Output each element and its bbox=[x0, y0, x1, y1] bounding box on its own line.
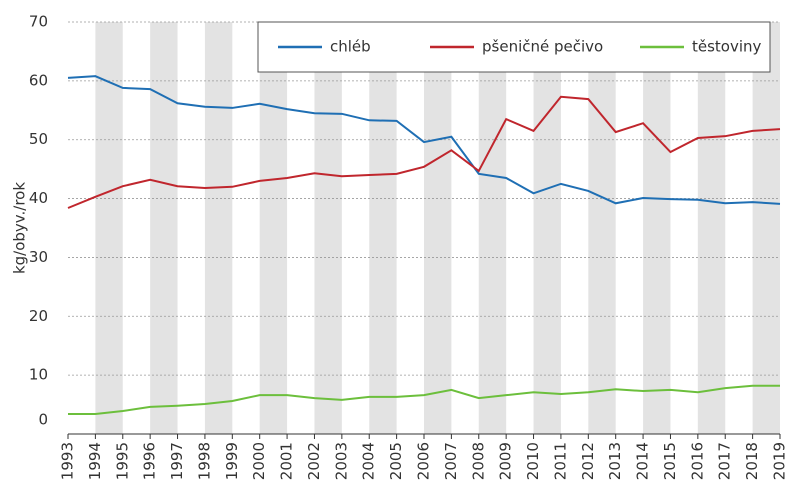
x-tick-label: 2009 bbox=[497, 442, 515, 480]
y-tick-label: 30 bbox=[29, 248, 48, 266]
legend-label: těstoviny bbox=[692, 38, 762, 56]
x-tick-label: 2005 bbox=[387, 442, 405, 480]
y-tick-label: 10 bbox=[29, 366, 48, 384]
x-tick-label: 2016 bbox=[688, 442, 706, 480]
x-tick-label: 2001 bbox=[278, 442, 296, 480]
x-tick-label: 2019 bbox=[771, 442, 785, 480]
y-tick-label: 40 bbox=[29, 189, 48, 207]
series-line bbox=[67, 75, 781, 205]
legend-box bbox=[257, 21, 771, 73]
series-line bbox=[68, 384, 780, 415]
x-tick-label: 2018 bbox=[743, 442, 761, 480]
band bbox=[533, 22, 561, 434]
x-tick-label: 2002 bbox=[305, 442, 323, 480]
band bbox=[752, 22, 780, 434]
x-tick-label: 2012 bbox=[579, 442, 597, 480]
x-tick-label: 2004 bbox=[360, 442, 378, 480]
x-tick-label: 2003 bbox=[332, 442, 350, 480]
y-tick-label: 50 bbox=[29, 130, 48, 148]
x-tick-label: 2006 bbox=[415, 442, 433, 480]
x-tick-label: 1998 bbox=[195, 442, 213, 480]
x-tick-label: 1994 bbox=[86, 442, 104, 480]
legend-label: chléb bbox=[330, 38, 371, 56]
x-tick-label: 1993 bbox=[59, 442, 77, 480]
x-tick-label: 2014 bbox=[634, 442, 652, 480]
y-tick-label: 20 bbox=[29, 307, 48, 325]
y-tick-label: 70 bbox=[29, 13, 48, 31]
band bbox=[643, 22, 671, 434]
y-tick-label: 0 bbox=[38, 411, 48, 429]
band bbox=[204, 22, 233, 434]
legend-label: pšeničné pečivo bbox=[482, 38, 603, 56]
x-tick-label: 2000 bbox=[250, 442, 268, 480]
x-tick-label: 1999 bbox=[223, 442, 241, 480]
band bbox=[424, 22, 452, 434]
series-line bbox=[67, 95, 781, 209]
band bbox=[314, 22, 342, 434]
x-tick-label: 1997 bbox=[168, 442, 186, 480]
band bbox=[697, 22, 726, 434]
y-tick-label: 60 bbox=[29, 71, 48, 89]
band bbox=[478, 22, 507, 434]
x-tick-label: 2008 bbox=[469, 442, 487, 480]
x-tick-label: 1996 bbox=[141, 442, 159, 480]
x-tick-label: 2011 bbox=[551, 442, 569, 480]
x-tick-label: 2015 bbox=[661, 442, 679, 480]
x-tick-label: 2007 bbox=[442, 442, 460, 480]
x-tick-label: 2010 bbox=[524, 442, 542, 480]
x-tick-label: 2017 bbox=[716, 442, 734, 480]
band bbox=[259, 22, 288, 434]
band bbox=[369, 22, 397, 434]
band bbox=[588, 22, 616, 434]
band bbox=[95, 22, 123, 434]
x-tick-label: 2013 bbox=[606, 442, 624, 480]
x-tick-label: 1995 bbox=[113, 442, 131, 480]
y-axis-label: kg/obyv./rok bbox=[11, 182, 29, 274]
band bbox=[150, 22, 178, 434]
